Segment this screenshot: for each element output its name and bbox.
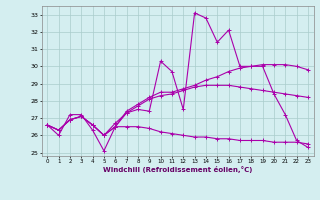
X-axis label: Windchill (Refroidissement éolien,°C): Windchill (Refroidissement éolien,°C) — [103, 166, 252, 173]
